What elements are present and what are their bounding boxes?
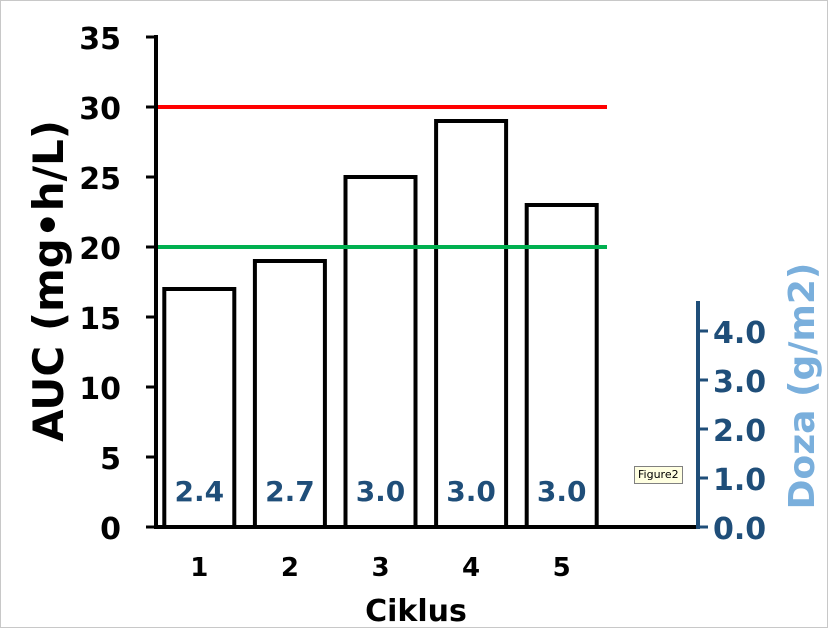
secondary-tick-label: 4.0	[713, 316, 766, 351]
dose-value-label: 3.0	[446, 475, 496, 508]
x-tick-label: 5	[553, 553, 571, 583]
auc-bar	[162, 287, 237, 529]
secondary-tick-label: 3.0	[713, 365, 766, 400]
y-tick-label: 10	[79, 372, 121, 407]
secondary-tick-label: 1.0	[713, 463, 766, 498]
secondary-tick-label: 2.0	[713, 414, 766, 449]
y-tick-label: 15	[79, 302, 121, 337]
x-tick-label: 4	[462, 553, 480, 583]
x-tick-label: 2	[281, 553, 299, 583]
y-tick-label: 20	[79, 232, 121, 267]
dose-value-label: 2.7	[265, 475, 315, 508]
secondary-axis-title: Doza (g/m2)	[782, 263, 823, 510]
auc-bar	[524, 203, 599, 529]
auc-bar	[343, 175, 418, 529]
figure-tooltip: Figure2	[634, 466, 683, 484]
x-tick-label: 3	[371, 553, 389, 583]
dose-value-label: 3.0	[537, 475, 587, 508]
x-axis-title: Ciklus	[365, 594, 467, 629]
y-tick-label: 35	[79, 22, 121, 57]
auc-bar	[252, 259, 327, 529]
x-tick-label: 1	[190, 553, 208, 583]
y-axis-title: AUC (mg•h/L)	[24, 120, 73, 442]
y-tick-label: 0	[100, 512, 121, 547]
y-tick-label: 25	[79, 162, 121, 197]
dose-value-label: 3.0	[356, 475, 406, 508]
auc-bar	[434, 119, 509, 529]
secondary-tick-label: 0.0	[713, 512, 766, 547]
y-tick-label: 5	[100, 442, 121, 477]
y-tick-label: 30	[79, 92, 121, 127]
dose-value-label: 2.4	[174, 475, 224, 508]
